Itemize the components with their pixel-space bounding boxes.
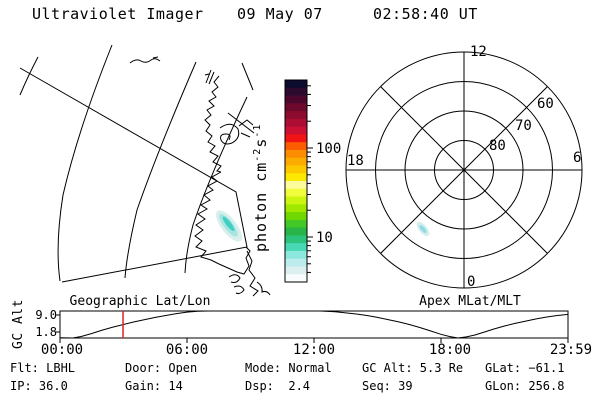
colorbar-ticks	[307, 85, 313, 273]
polar-label-12: 12	[470, 44, 487, 60]
polar-ring-label-60: 60	[537, 96, 554, 112]
orbit-altitude-curve	[59, 310, 569, 339]
polar-label-0: 0	[467, 274, 476, 290]
status-seq: Seq: 39	[362, 379, 413, 393]
map-coastline	[129, 56, 271, 297]
map-grid-meridian	[241, 62, 254, 91]
polar-grid	[345, 51, 583, 289]
colorbar-tick-10: 10	[316, 230, 333, 246]
map-grid-arc	[57, 44, 113, 282]
fov-edge	[19, 67, 248, 283]
map-grid-arc	[124, 61, 197, 279]
colorbar-tick-100: 100	[316, 141, 342, 157]
strip-xtick-2359: 23:59	[549, 342, 593, 358]
polar-label-18: 18	[347, 153, 364, 169]
map-grid-meridian	[227, 112, 255, 134]
strip-title-apex: Apex MLat/MLT	[419, 294, 521, 309]
strip-xtick-0600: 06:00	[165, 342, 209, 358]
strip-title-geographic: Geographic Lat/Lon	[69, 294, 211, 309]
status-flt: Flt: LBHL	[10, 361, 76, 375]
map-grid-arc	[184, 96, 248, 274]
strip-ytick-9: 9.0	[35, 308, 57, 322]
polar-label-6: 6	[573, 150, 582, 166]
polar-ring-label-80: 80	[489, 138, 506, 154]
orbit-strip	[55, 310, 569, 343]
colorbar-frame	[284, 79, 308, 283]
status-gcalt: GC Alt: 5.3 Re	[362, 361, 464, 375]
time-label: 02:58:40 UT	[373, 5, 478, 23]
polar-ring-label-70: 70	[515, 118, 532, 134]
strip-y-ticks	[55, 314, 60, 333]
colorbar	[284, 79, 313, 283]
status-glat: GLat: −61.1	[485, 361, 565, 375]
date-label: 09 May 07	[237, 5, 323, 23]
strip-frame	[59, 310, 569, 339]
status-dsp: Dsp: 2.4	[245, 379, 311, 393]
status-glon: GLon: 256.8	[485, 379, 565, 393]
status-door: Door: Open	[125, 361, 198, 375]
strip-ytick-18: 1.8	[35, 325, 57, 339]
strip-ylabel: GC Alt	[11, 299, 26, 349]
strip-x-ticks	[59, 338, 569, 343]
geographic-map	[19, 44, 271, 297]
strip-xtick-1800: 18:00	[428, 342, 472, 358]
page-title: Ultraviolet Imager	[32, 5, 204, 23]
aurora-emission-map	[215, 210, 243, 242]
polar-spokes	[346, 52, 582, 288]
status-gain: Gain: 14	[125, 379, 183, 393]
status-mode: Mode: Normal	[245, 361, 332, 375]
status-ip: IP: 36.0	[10, 379, 68, 393]
strip-xtick-0000: 00:00	[40, 342, 84, 358]
aurora-emission-polar	[416, 221, 430, 237]
strip-xtick-1200: 12:00	[292, 342, 336, 358]
map-grid-arc	[19, 56, 39, 96]
colorbar-bands	[285, 80, 307, 283]
colorbar-units-label: photon cm-2s-1	[252, 123, 270, 252]
